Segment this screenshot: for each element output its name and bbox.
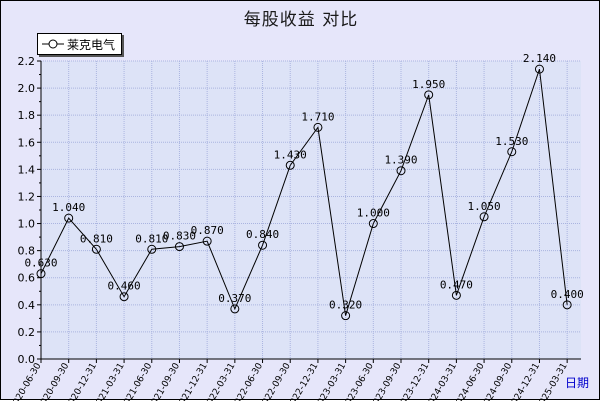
data-label: 0.460 (108, 280, 141, 293)
y-tick-label: 2.0 (18, 82, 36, 95)
y-tick-label: 0.6 (18, 272, 36, 285)
y-tick-label: 0.2 (18, 326, 36, 339)
data-label: 1.530 (495, 135, 528, 148)
data-label: 1.710 (301, 110, 334, 123)
data-label: 0.870 (191, 224, 224, 237)
y-tick-label: 1.2 (18, 190, 36, 203)
y-tick-label: 2.2 (18, 55, 36, 68)
data-label: 0.630 (24, 257, 57, 270)
data-label: 2.140 (523, 52, 556, 65)
data-label: 1.950 (412, 78, 445, 91)
data-label: 0.470 (440, 278, 473, 291)
legend: 莱克电气 (37, 33, 122, 55)
data-label: 1.000 (357, 207, 390, 220)
data-label: 0.370 (218, 292, 251, 305)
x-tick-label: 2020-06-30 (9, 361, 44, 401)
data-label: 1.050 (468, 200, 501, 213)
data-label: 0.320 (329, 299, 362, 312)
y-tick-label: 0.4 (18, 299, 36, 312)
legend-label: 莱克电气 (67, 36, 115, 53)
y-tick-label: 1.4 (18, 163, 36, 176)
data-label: 1.040 (52, 201, 85, 214)
y-tick-label: 1.6 (18, 136, 36, 149)
y-tick-label: 1.8 (18, 109, 36, 122)
data-label: 0.400 (551, 288, 584, 301)
data-label: 1.390 (384, 154, 417, 167)
data-label: 0.810 (80, 232, 113, 245)
y-tick-label: 1.0 (18, 218, 36, 231)
x-axis-title: 日期 (565, 376, 589, 390)
data-label: 0.840 (246, 228, 279, 241)
legend-swatch-icon (42, 37, 64, 51)
data-label: 1.430 (274, 148, 307, 161)
